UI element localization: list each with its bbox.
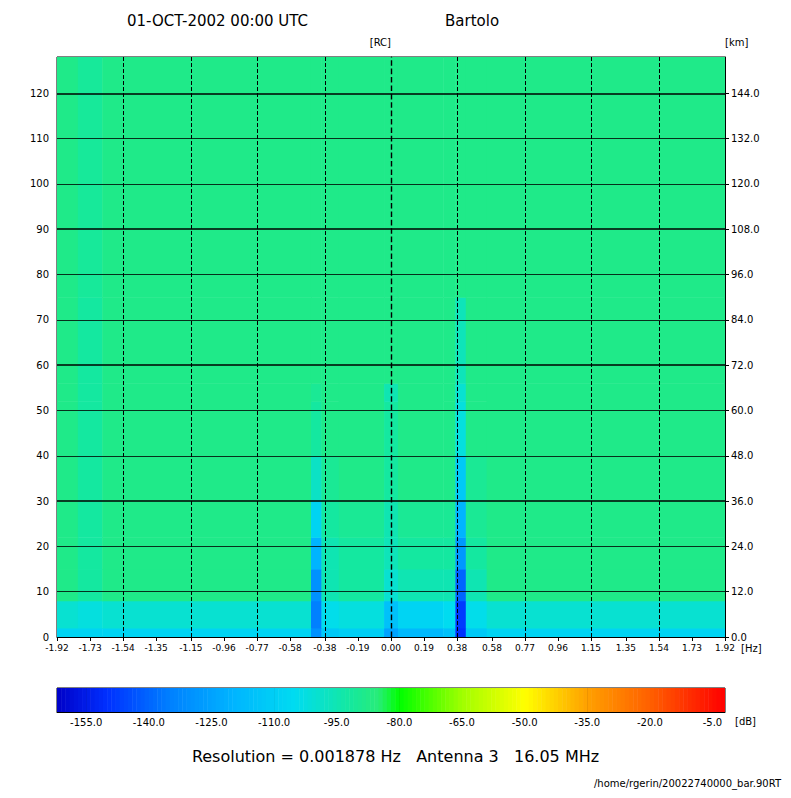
svg-text:0.77: 0.77	[515, 643, 535, 653]
svg-text:96.0: 96.0	[731, 269, 753, 280]
svg-text:-50.0: -50.0	[512, 717, 538, 728]
svg-text:-0.19: -0.19	[346, 643, 370, 653]
svg-text:[RC]: [RC]	[370, 37, 391, 48]
svg-text:1.15: 1.15	[581, 643, 601, 653]
svg-text:0.38: 0.38	[447, 643, 467, 653]
svg-text:70: 70	[36, 314, 49, 325]
svg-text:40: 40	[36, 450, 49, 461]
svg-text:Bartolo: Bartolo	[445, 12, 499, 30]
svg-text:0.58: 0.58	[482, 643, 502, 653]
svg-text:-1.54: -1.54	[111, 643, 135, 653]
svg-text:Resolution = 0.001878 Hz Ant: Resolution = 0.001878 Hz Antenna 3 16.05…	[192, 747, 599, 766]
svg-text:-1.73: -1.73	[78, 643, 101, 653]
svg-text:-1.15: -1.15	[179, 643, 202, 653]
svg-text:1.73: 1.73	[682, 643, 702, 653]
svg-text:-20.0: -20.0	[637, 717, 663, 728]
svg-text:20: 20	[36, 541, 49, 552]
svg-text:[km]: [km]	[725, 37, 748, 48]
svg-text:0.19: 0.19	[414, 643, 434, 653]
svg-text:01-OCT-2002 00:00 UTC: 01-OCT-2002 00:00 UTC	[127, 12, 308, 30]
svg-text:0.96: 0.96	[548, 643, 568, 653]
svg-text:0: 0	[43, 632, 49, 643]
svg-text:60.0: 60.0	[731, 405, 753, 416]
svg-text:50: 50	[36, 405, 49, 416]
svg-text:90: 90	[36, 224, 49, 235]
svg-text:48.0: 48.0	[731, 450, 753, 461]
svg-text:100: 100	[30, 178, 49, 189]
svg-text:[dB]: [dB]	[735, 716, 756, 727]
svg-text:72.0: 72.0	[731, 360, 753, 371]
svg-text:-0.38: -0.38	[313, 643, 337, 653]
svg-text:108.0: 108.0	[731, 224, 760, 235]
svg-text:110: 110	[30, 133, 49, 144]
svg-text:144.0: 144.0	[731, 88, 760, 99]
svg-text:132.0: 132.0	[731, 133, 760, 144]
svg-text:-5.0: -5.0	[703, 717, 723, 728]
svg-text:-1.35: -1.35	[145, 643, 168, 653]
svg-text:-80.0: -80.0	[386, 717, 412, 728]
svg-text:/home/rgerin/20022740000_bar.9: /home/rgerin/20022740000_bar.90RT	[594, 778, 782, 790]
svg-text:10: 10	[36, 586, 49, 597]
svg-text:12.0: 12.0	[731, 586, 753, 597]
svg-text:-110.0: -110.0	[258, 717, 290, 728]
svg-text:-65.0: -65.0	[449, 717, 475, 728]
svg-text:-0.77: -0.77	[245, 643, 268, 653]
svg-text:0.0: 0.0	[731, 632, 747, 643]
svg-text:-35.0: -35.0	[574, 717, 600, 728]
svg-text:1.54: 1.54	[649, 643, 669, 653]
svg-text:24.0: 24.0	[731, 541, 753, 552]
svg-text:84.0: 84.0	[731, 314, 753, 325]
svg-text:-155.0: -155.0	[70, 717, 102, 728]
svg-text:-95.0: -95.0	[324, 717, 350, 728]
svg-text:30: 30	[36, 496, 49, 507]
svg-text:60: 60	[36, 360, 49, 371]
svg-text:1.35: 1.35	[616, 643, 636, 653]
svg-text:1.92: 1.92	[715, 643, 735, 653]
svg-text:-1.92: -1.92	[45, 643, 68, 653]
svg-text:[Hz]: [Hz]	[741, 643, 762, 654]
svg-text:-0.58: -0.58	[278, 643, 302, 653]
svg-text:-125.0: -125.0	[195, 717, 227, 728]
svg-text:80: 80	[36, 269, 49, 280]
svg-text:0.00: 0.00	[381, 643, 401, 653]
svg-text:36.0: 36.0	[731, 496, 753, 507]
svg-text:-0.96: -0.96	[212, 643, 236, 653]
svg-text:120.0: 120.0	[731, 178, 760, 189]
svg-text:-140.0: -140.0	[133, 717, 165, 728]
svg-text:120: 120	[30, 88, 49, 99]
